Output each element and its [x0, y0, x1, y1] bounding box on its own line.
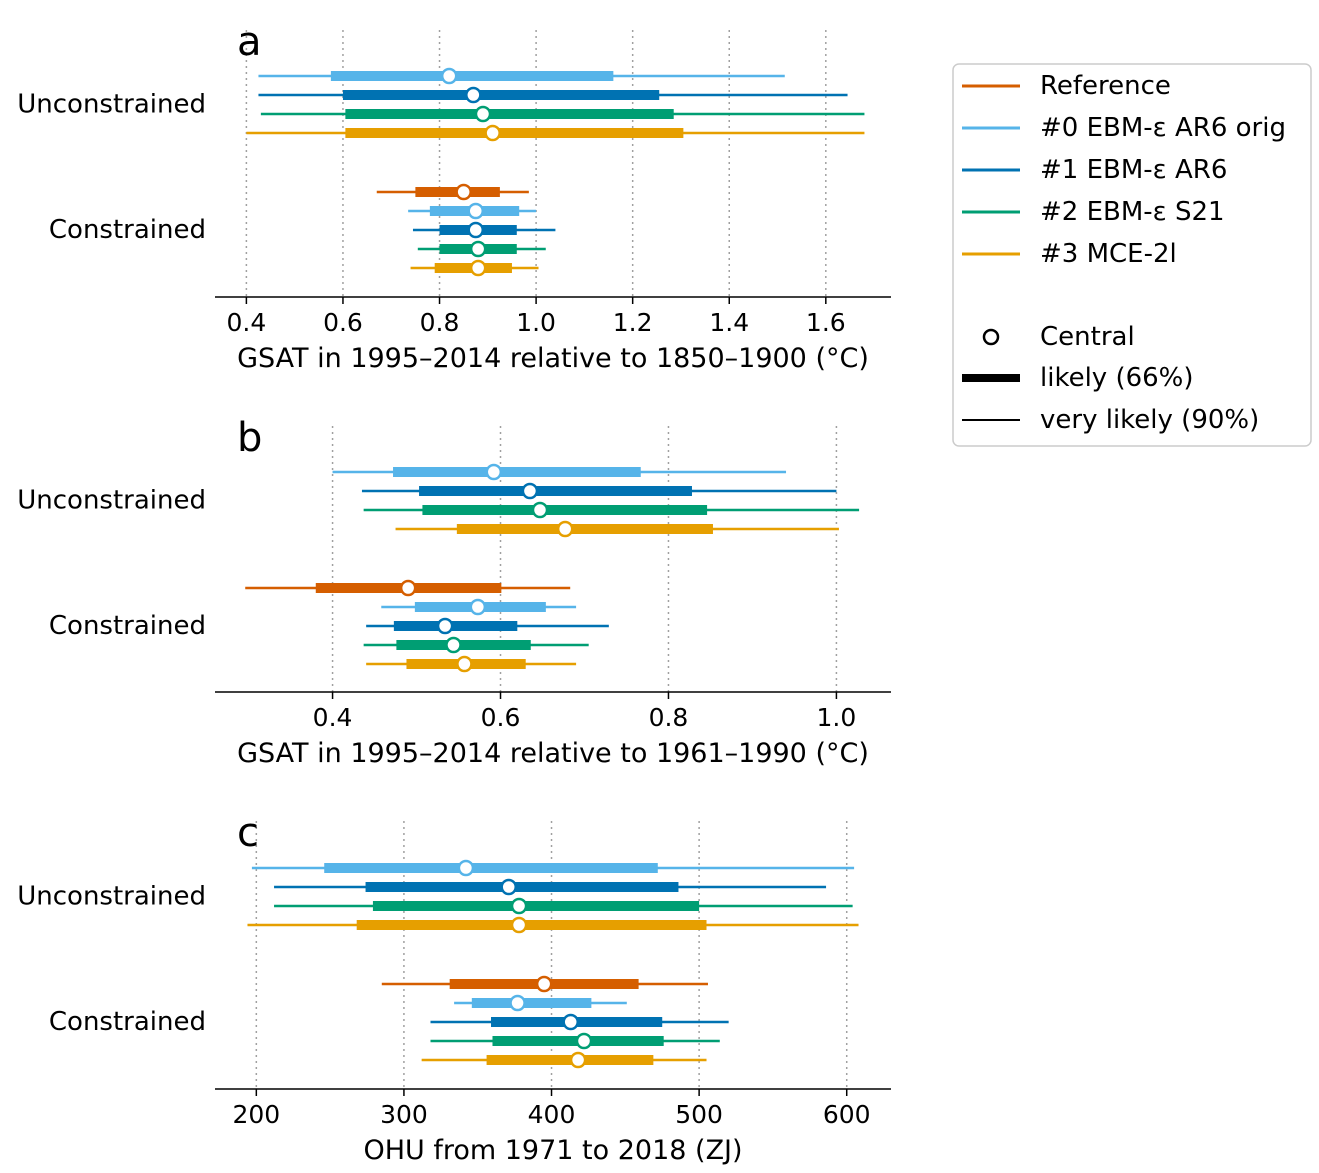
central-marker: [474, 105, 492, 123]
panel-a: 0.4 0.6 0.8 1.0 1.2 1.4 1.6 GSAT in 1995–2014 r…: [17, 19, 891, 374]
panel-letter: b: [237, 415, 262, 461]
x-tick-label: 400: [528, 1100, 576, 1129]
range-row: [366, 655, 577, 673]
group-label: Unconstrained: [17, 486, 206, 516]
x-tick-label: 200: [232, 1100, 280, 1129]
range-row: [376, 183, 529, 201]
x-tick-label: 0.4: [227, 308, 267, 337]
central-marker: [484, 124, 501, 142]
range-row: [363, 636, 589, 654]
x-tick-label: 1.2: [613, 308, 653, 337]
x-tick-label: 1.0: [817, 703, 857, 732]
x-tick-label: 300: [380, 1100, 428, 1129]
range-row: [412, 221, 556, 239]
range-row: [408, 202, 537, 220]
group-label: Unconstrained: [17, 882, 206, 912]
range-row: [381, 975, 708, 993]
central-marker: [469, 240, 487, 258]
x-tick-label: 1.0: [516, 308, 556, 337]
central-marker: [445, 636, 462, 654]
central-marker: [509, 994, 526, 1012]
panel-letter: c: [237, 810, 259, 856]
central-marker: [456, 655, 473, 673]
central-marker: [436, 617, 454, 635]
central-marker: [467, 221, 484, 239]
legend-frame: [952, 63, 1312, 447]
panels: 0.4 0.6 0.8 1.0 1.2 1.4 1.6 GSAT in 1995–2014 r…: [17, 19, 891, 1166]
central-marker: [510, 916, 528, 934]
central-marker: [500, 878, 517, 896]
x-tick-label: 0.6: [323, 308, 363, 337]
central-marker: [467, 202, 484, 220]
x-tick-label: 1.4: [709, 308, 749, 337]
group-label: Constrained: [49, 611, 206, 641]
x-tick-label: 1.6: [806, 308, 846, 337]
central-marker: [455, 183, 472, 201]
legend-central-marker: [982, 328, 1000, 346]
central-marker: [521, 482, 539, 500]
range-row: [410, 259, 539, 277]
legend-likely-label: likely (66%): [1040, 363, 1194, 393]
legend-entry: #1 EBM-ε AR6: [1040, 155, 1227, 185]
x-tick-label: 0.6: [481, 703, 521, 732]
range-row: [381, 598, 577, 616]
legend-entry: #2 EBM-ε S21: [1040, 197, 1225, 227]
range-row: [421, 1051, 707, 1069]
range-row: [430, 1013, 729, 1031]
group-label: Unconstrained: [17, 90, 206, 120]
legend-central-label: Central: [1040, 322, 1135, 352]
range-row: [258, 67, 785, 85]
range-row: [332, 463, 787, 481]
central-marker: [469, 598, 487, 616]
central-marker: [399, 579, 417, 597]
central-marker: [531, 501, 549, 519]
range-row: [274, 897, 853, 915]
x-axis-label: GSAT in 1995–2014 relative to 1850–1900 …: [237, 343, 869, 374]
central-marker: [575, 1032, 593, 1050]
x-axis-label: GSAT in 1995–2014 relative to 1961–1990 …: [237, 738, 869, 769]
panel-letter: a: [237, 19, 262, 65]
group-label: Constrained: [49, 215, 206, 245]
range-row: [361, 482, 837, 500]
central-marker: [485, 463, 503, 481]
central-marker: [465, 86, 482, 104]
central-marker: [510, 897, 528, 915]
range-row: [417, 240, 546, 258]
x-tick-label: 0.8: [420, 308, 460, 337]
range-row: [430, 1032, 720, 1050]
legend-very-likely-label: very likely (90%): [1040, 405, 1259, 435]
range-row: [251, 859, 855, 877]
central-marker: [469, 259, 487, 277]
central-marker: [457, 859, 475, 877]
range-row: [363, 501, 860, 519]
range-row: [395, 520, 839, 538]
panel-c: 200 300 400 500 600 OHU from 1971 to 2018 (ZJ…: [17, 810, 891, 1166]
group-label: Constrained: [49, 1007, 206, 1037]
central-marker: [440, 67, 458, 85]
legend: Reference #0 EBM-ε AR6 orig #1 EBM-ε AR6 #2…: [952, 63, 1312, 447]
legend-entry: Reference: [1040, 71, 1171, 101]
legend-entry: #0 EBM-ε AR6 orig: [1040, 113, 1286, 143]
range-row: [247, 916, 859, 934]
range-row: [454, 994, 627, 1012]
x-tick-label: 500: [675, 1100, 723, 1129]
x-axis-label: OHU from 1971 to 2018 (ZJ): [363, 1135, 742, 1166]
range-row: [274, 878, 827, 896]
range-row: [246, 124, 865, 142]
legend-entry: #3 MCE-2l: [1040, 239, 1177, 269]
range-row: [260, 105, 865, 123]
range-row: [245, 579, 571, 597]
x-tick-label: 0.8: [649, 703, 689, 732]
panel-b: 0.4 0.6 0.8 1.0 GSAT in 1995–2014 relative t…: [17, 415, 891, 769]
x-tick-label: 600: [823, 1100, 871, 1129]
central-marker: [569, 1051, 587, 1069]
range-row: [366, 617, 609, 635]
central-marker: [556, 520, 574, 538]
central-marker: [562, 1013, 579, 1031]
central-marker: [535, 975, 553, 993]
range-row: [258, 86, 848, 104]
x-tick-label: 0.4: [313, 703, 353, 732]
